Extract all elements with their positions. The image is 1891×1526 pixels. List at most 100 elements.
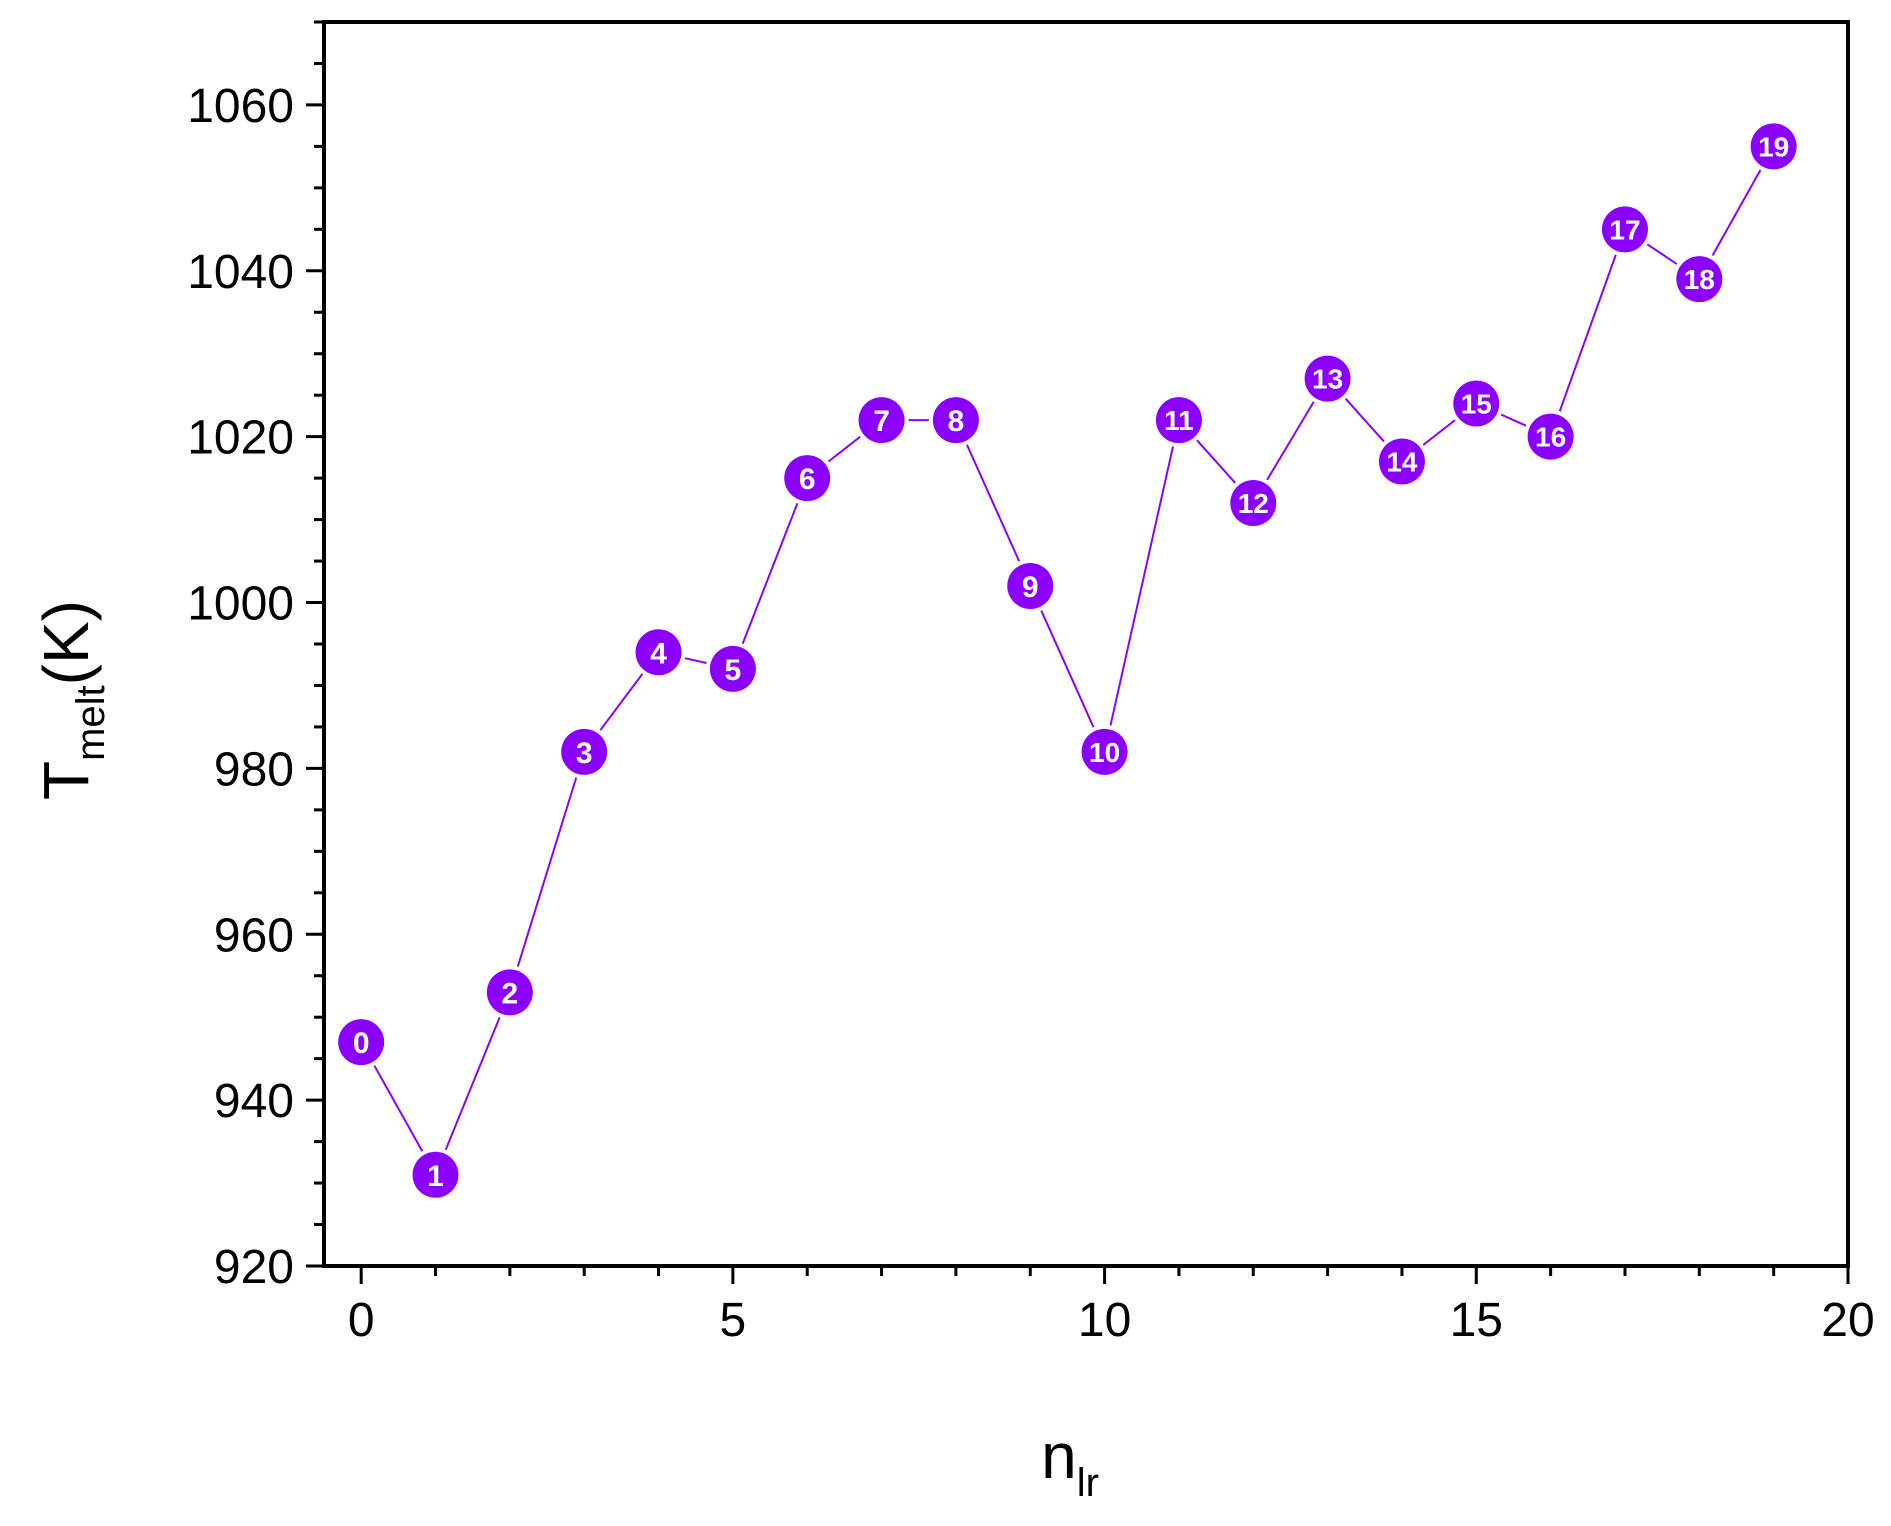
data-point-label: 11 <box>1164 405 1194 436</box>
series-segment-9-10 <box>1040 610 1095 728</box>
data-point-label: 15 <box>1461 388 1492 419</box>
y-axis-title: Tmelt(K) <box>30 600 113 800</box>
y-tick-labels: 920 940 960 980 1000 1020 1040 1060 <box>187 80 294 1294</box>
x-axis-title-main: n <box>1041 1420 1077 1492</box>
data-point-label: 1 <box>427 1160 444 1193</box>
data-point-marker <box>932 397 979 444</box>
x-tick-label-0: 0 <box>348 1294 375 1347</box>
data-point-14: 14 <box>1378 438 1425 485</box>
data-point-6: 6 <box>784 455 831 502</box>
data-point-marker <box>635 629 682 676</box>
data-point-marker <box>1676 256 1723 303</box>
x-tick-label-10: 10 <box>1078 1294 1131 1347</box>
data-point-marker <box>486 969 533 1016</box>
y-axis-title-suffix: (K) <box>30 600 102 685</box>
x-tick-label-5: 5 <box>720 1294 747 1347</box>
data-point-label: 0 <box>353 1027 370 1060</box>
x-tick-labels: 0 5 10 15 20 <box>348 1294 1875 1347</box>
y-tick-label-1040: 1040 <box>187 246 294 299</box>
data-point-19: 19 <box>1750 123 1797 170</box>
data-point-marker <box>561 728 608 775</box>
series-segment-8-9 <box>966 444 1021 562</box>
series-segment-1-2 <box>444 1016 501 1151</box>
data-point-7: 7 <box>858 397 905 444</box>
data-point-2: 2 <box>486 969 533 1016</box>
series-segment-18-19 <box>1711 169 1762 257</box>
data-point-label: 3 <box>576 737 593 770</box>
data-point-label: 19 <box>1758 131 1789 162</box>
data-point-marker <box>338 1019 385 1066</box>
data-point-label: 6 <box>799 463 816 496</box>
series-segment-0-1 <box>373 1065 424 1152</box>
data-point-5: 5 <box>709 645 756 692</box>
data-point-10: 10 <box>1081 728 1128 775</box>
y-tick-label-1060: 1060 <box>187 80 294 133</box>
series-segment-17-18 <box>1646 243 1678 265</box>
data-point-15: 15 <box>1453 380 1500 427</box>
series-segment-3-4 <box>599 673 644 731</box>
x-axis-title: nlr <box>1041 1420 1099 1505</box>
data-point-18: 18 <box>1676 256 1723 303</box>
data-point-label: 2 <box>502 977 519 1010</box>
series-segment-13-14 <box>1344 398 1385 443</box>
series-segment-2-3 <box>516 777 578 967</box>
data-point-label: 9 <box>1022 571 1039 604</box>
data-point-label: 12 <box>1238 488 1269 519</box>
data-point-4: 4 <box>635 629 682 676</box>
data-point-label: 4 <box>650 637 667 670</box>
data-point-16: 16 <box>1527 413 1574 460</box>
data-point-marker <box>1304 355 1351 402</box>
data-point-12: 12 <box>1230 480 1277 527</box>
data-point-11: 11 <box>1155 397 1202 444</box>
data-point-marker <box>1081 728 1128 775</box>
data-point-label: 8 <box>948 405 965 438</box>
y-tick-label-920: 920 <box>214 1241 294 1294</box>
data-point-marker <box>412 1151 459 1198</box>
data-point-0: 0 <box>338 1019 385 1066</box>
data-point-label: 5 <box>725 654 742 687</box>
x-tick-label-20: 20 <box>1821 1294 1874 1347</box>
data-point-marker <box>1007 562 1054 609</box>
series-lines <box>373 169 1762 1152</box>
series-segment-14-15 <box>1422 419 1456 446</box>
plot-frame <box>322 20 1850 1268</box>
x-axis-title-sub: lr <box>1077 1461 1099 1505</box>
y-tick-label-940: 940 <box>214 1075 294 1128</box>
data-point-label: 16 <box>1535 422 1566 453</box>
data-point-13: 13 <box>1304 355 1351 402</box>
data-point-label: 13 <box>1312 364 1343 395</box>
series-segment-16-17 <box>1558 254 1617 412</box>
data-point-17: 17 <box>1601 206 1648 253</box>
y-axis-title-main: T <box>30 761 102 800</box>
data-point-8: 8 <box>932 397 979 444</box>
series-segment-10-11 <box>1109 446 1174 726</box>
data-point-label: 10 <box>1089 737 1120 768</box>
data-point-marker <box>1453 380 1500 427</box>
series-segment-5-6 <box>741 502 799 645</box>
data-point-marker <box>1527 413 1574 460</box>
y-tick-label-980: 980 <box>214 743 294 796</box>
data-point-9: 9 <box>1007 562 1054 609</box>
y-tick-label-960: 960 <box>214 909 294 962</box>
data-point-1: 1 <box>412 1151 459 1198</box>
data-point-label: 18 <box>1684 264 1715 295</box>
data-point-marker <box>709 645 756 692</box>
x-tick-label-15: 15 <box>1450 1294 1503 1347</box>
data-point-marker <box>1601 206 1648 253</box>
data-point-marker <box>1378 438 1425 485</box>
data-point-marker <box>1230 480 1277 527</box>
series-segment-12-13 <box>1266 401 1315 481</box>
data-point-marker <box>1750 123 1797 170</box>
series-segment-4-5 <box>684 657 707 664</box>
series-segment-15-16 <box>1500 413 1527 427</box>
data-point-label: 17 <box>1609 214 1640 245</box>
data-point-label: 7 <box>873 405 890 438</box>
data-point-label: 14 <box>1386 447 1418 478</box>
data-point-3: 3 <box>561 728 608 775</box>
data-point-marker <box>858 397 905 444</box>
series-segment-11-12 <box>1196 439 1236 484</box>
y-tick-label-1020: 1020 <box>187 412 294 465</box>
